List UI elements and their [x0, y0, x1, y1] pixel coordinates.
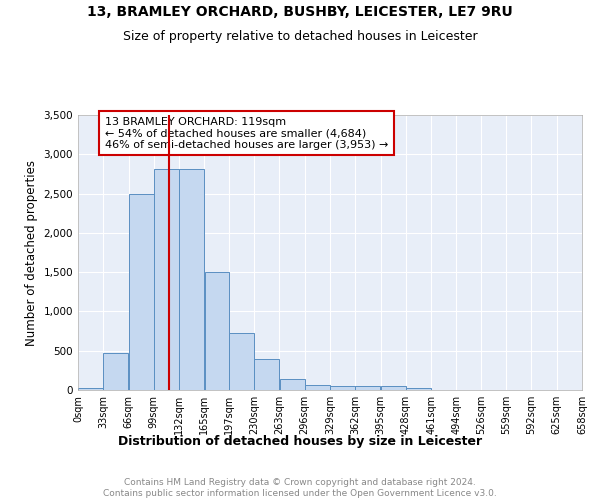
- Bar: [205, 272, 229, 390]
- Bar: [305, 384, 330, 390]
- Bar: [280, 379, 305, 390]
- Text: Contains HM Land Registry data © Crown copyright and database right 2024.
Contai: Contains HM Land Registry data © Crown c…: [103, 478, 497, 498]
- Bar: [229, 332, 254, 390]
- Bar: [154, 169, 179, 390]
- Text: Distribution of detached houses by size in Leicester: Distribution of detached houses by size …: [118, 435, 482, 448]
- Bar: [380, 386, 406, 390]
- Bar: [254, 360, 280, 390]
- Text: Size of property relative to detached houses in Leicester: Size of property relative to detached ho…: [122, 30, 478, 43]
- Bar: [78, 388, 103, 390]
- Bar: [179, 169, 204, 390]
- Text: 13, BRAMLEY ORCHARD, BUSHBY, LEICESTER, LE7 9RU: 13, BRAMLEY ORCHARD, BUSHBY, LEICESTER, …: [87, 5, 513, 19]
- Bar: [406, 388, 431, 390]
- Bar: [355, 386, 380, 390]
- Text: 13 BRAMLEY ORCHARD: 119sqm
← 54% of detached houses are smaller (4,684)
46% of s: 13 BRAMLEY ORCHARD: 119sqm ← 54% of deta…: [105, 116, 388, 150]
- Bar: [330, 386, 355, 390]
- Bar: [128, 194, 154, 390]
- Y-axis label: Number of detached properties: Number of detached properties: [25, 160, 38, 346]
- Bar: [103, 353, 128, 390]
